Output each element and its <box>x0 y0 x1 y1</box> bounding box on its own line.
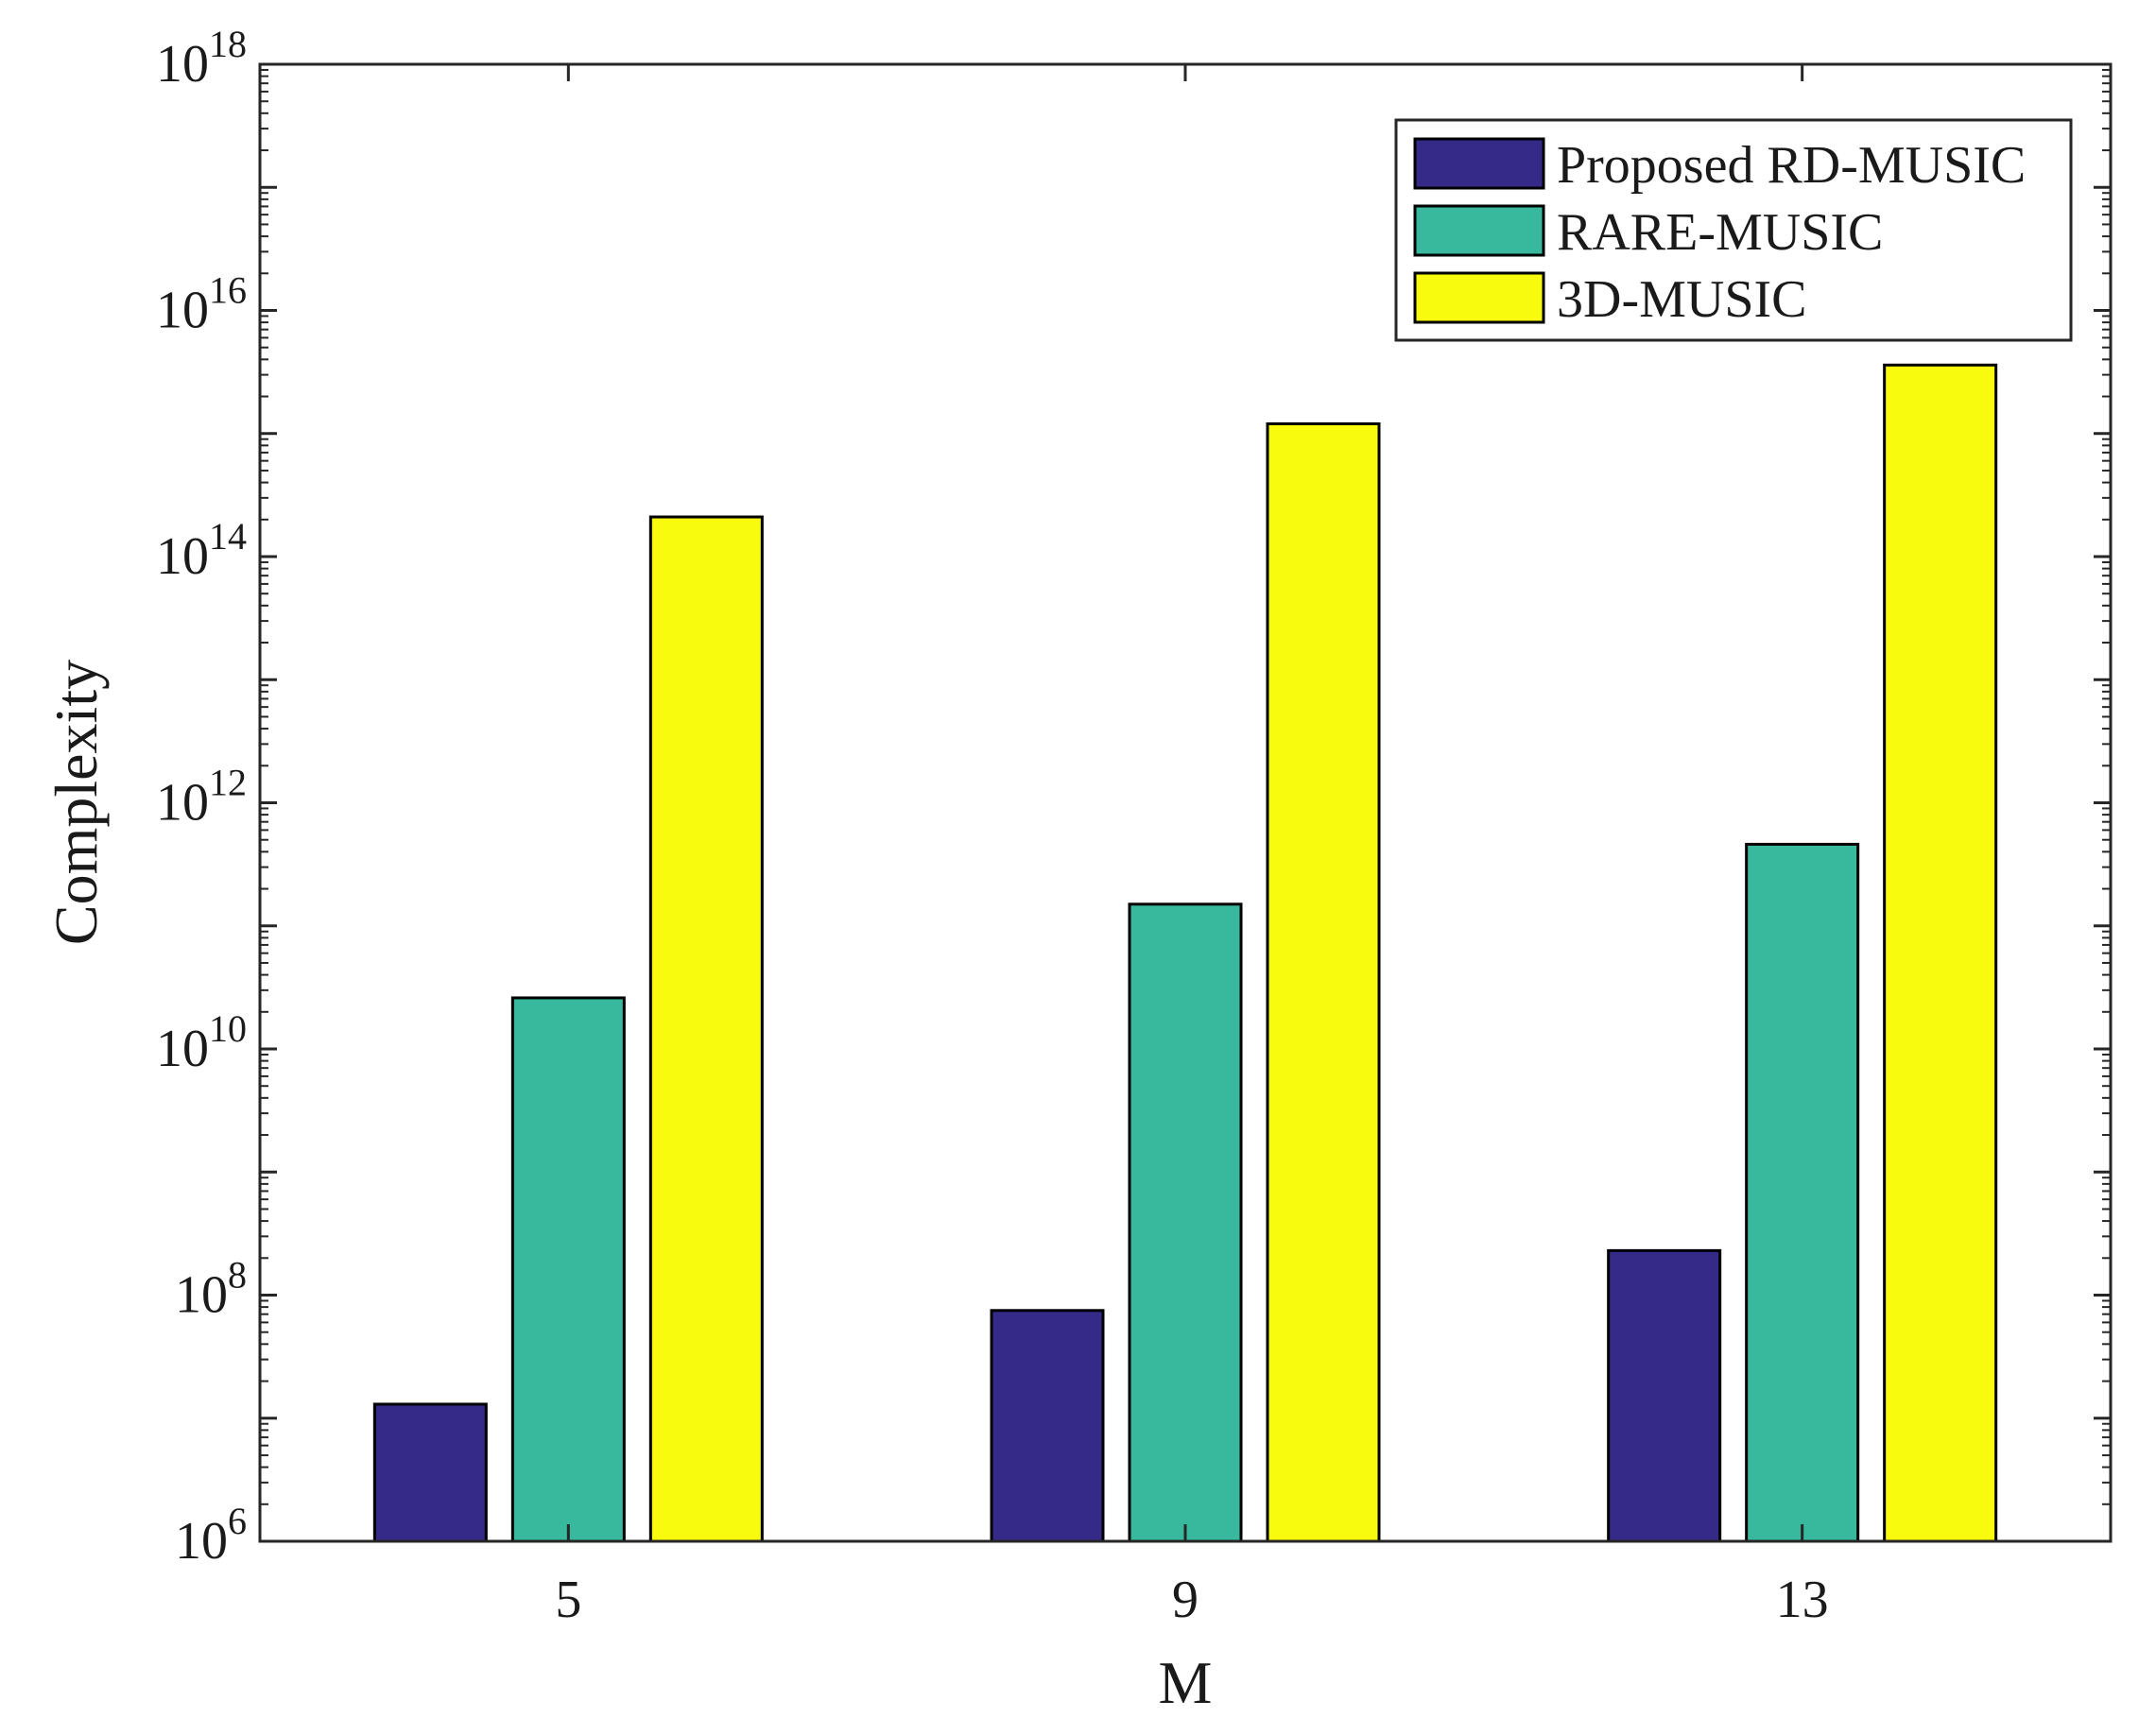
legend-swatch <box>1413 271 1545 324</box>
bar-proposed-rd-music-m13 <box>1607 1248 1722 1543</box>
y-tick-label: 108 <box>175 1254 247 1325</box>
x-tick-labels: 5 9 13 <box>555 1571 1828 1629</box>
y-tick-label: 1012 <box>156 762 247 833</box>
y-tick-base: 10 <box>156 774 209 833</box>
x-tick-label: 5 <box>555 1571 581 1629</box>
y-tick-exponent: 12 <box>209 762 247 804</box>
y-tick-exponent: 8 <box>228 1254 247 1297</box>
legend-label: RARE-MUSIC <box>1557 203 1883 262</box>
y-tick-base: 10 <box>156 1020 209 1078</box>
legend-label: Proposed RD-MUSIC <box>1557 136 2026 195</box>
bar-3d-music-m5 <box>648 515 764 1543</box>
y-tick-base: 10 <box>175 1266 228 1325</box>
bar-proposed-rd-music-m5 <box>372 1402 488 1543</box>
y-tick-base: 10 <box>156 35 209 94</box>
y-tick-exponent: 6 <box>228 1500 247 1542</box>
y-tick-label: 106 <box>175 1500 247 1571</box>
y-tick-base: 10 <box>156 282 209 340</box>
y-tick-exponent: 16 <box>209 269 247 312</box>
y-tick-exponent: 18 <box>209 23 247 65</box>
y-axis-label: Complexity <box>43 660 110 945</box>
bar-rare-music-m9 <box>1128 902 1243 1543</box>
legend-swatch <box>1413 204 1545 257</box>
y-tick-base: 10 <box>156 527 209 586</box>
ticks-group <box>260 62 2111 1543</box>
bar-rare-music-m5 <box>510 996 626 1543</box>
bars-group <box>372 363 1998 1543</box>
legend-label: 3D-MUSIC <box>1557 270 1806 329</box>
bar-3d-music-m13 <box>1883 363 1998 1543</box>
y-tick-label: 1018 <box>156 23 247 94</box>
y-tick-label: 1016 <box>156 269 247 340</box>
x-tick-label: 13 <box>1776 1571 1829 1629</box>
legend-swatch <box>1413 137 1545 190</box>
y-tick-base: 10 <box>175 1512 228 1571</box>
x-tick-label: 9 <box>1172 1571 1199 1629</box>
y-tick-label: 1014 <box>156 515 247 586</box>
legend: Proposed RD-MUSIC RARE-MUSIC 3D-MUSIC <box>1394 118 2073 342</box>
bar-3d-music-m9 <box>1266 421 1381 1543</box>
bar-rare-music-m13 <box>1745 842 1860 1543</box>
x-axis-label: M <box>1159 1649 1213 1716</box>
y-tick-label: 1010 <box>156 1007 247 1078</box>
y-tick-exponent: 14 <box>209 515 247 558</box>
bar-proposed-rd-music-m9 <box>990 1309 1105 1543</box>
y-tick-exponent: 10 <box>209 1007 247 1050</box>
